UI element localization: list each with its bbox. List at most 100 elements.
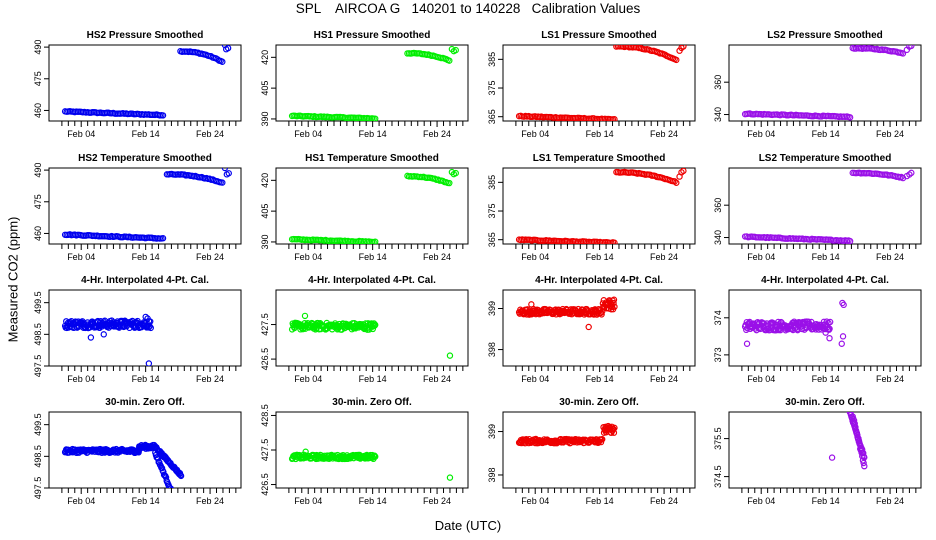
plot-frame xyxy=(728,411,922,489)
x-tick-label: Feb 04 xyxy=(67,496,95,506)
y-tick-label: 490 xyxy=(33,40,43,55)
panel: LS2 Temperature Smoothed Feb 04 Feb 14 Feb … xyxy=(713,153,922,262)
y-tick-label: 460 xyxy=(33,103,43,118)
data-series xyxy=(288,312,454,359)
plot-frame xyxy=(275,411,469,489)
y-tick-label: 399 xyxy=(487,424,497,439)
y-tick-label: 497.5 xyxy=(33,477,43,500)
data-series xyxy=(515,422,618,447)
figure-x-axis-label: Date (UTC) xyxy=(434,518,502,533)
data-point xyxy=(673,56,680,64)
panel-title: 30-min. Zero Off. xyxy=(105,397,185,408)
data-series xyxy=(288,168,459,244)
panel: LS1 Pressure Smoothed Feb 04 Feb 14 Feb 24 3… xyxy=(487,30,696,139)
data-point xyxy=(221,168,229,172)
panel: 4-Hr. Interpolated 4-Pt. Cal. Feb 04 Feb 1… xyxy=(260,275,469,384)
panel-title: HS1 Temperature Smoothed xyxy=(305,153,439,164)
plot-frame xyxy=(502,411,696,489)
x-tick-label: Feb 14 xyxy=(586,496,614,506)
data-point xyxy=(599,436,606,443)
x-tick-label: Feb 04 xyxy=(67,252,95,262)
data-series xyxy=(288,448,454,481)
data-point xyxy=(372,321,379,329)
data-series xyxy=(61,168,232,242)
panel-title: LS1 Pressure Smoothed xyxy=(541,30,657,41)
data-point xyxy=(219,179,226,186)
plot-frame xyxy=(48,411,242,489)
x-tick-label: Feb 14 xyxy=(132,496,160,506)
x-tick-label: Feb 24 xyxy=(196,496,224,506)
data-point xyxy=(899,50,907,57)
y-tick-label: 385 xyxy=(487,52,497,67)
y-tick-label: 405 xyxy=(260,81,270,96)
x-tick-label: Feb 04 xyxy=(747,496,775,506)
plot-frame xyxy=(275,289,469,367)
x-tick-label: Feb 24 xyxy=(650,252,678,262)
panel-title: HS2 Temperature Smoothed xyxy=(78,153,212,164)
data-point xyxy=(826,325,833,332)
x-tick-label: Feb 24 xyxy=(650,129,678,139)
data-point xyxy=(673,179,680,186)
data-point xyxy=(154,455,162,462)
y-tick-label: 427.5 xyxy=(260,313,270,336)
data-point xyxy=(147,324,154,332)
y-tick-label: 475 xyxy=(33,194,43,209)
panel: HS2 Pressure Smoothed Feb 04 Feb 14 Feb 24 4… xyxy=(33,30,242,139)
x-tick-label: Feb 14 xyxy=(586,252,614,262)
figure-title: SPL AIRCOA G 140201 to 140228 Calibratio… xyxy=(295,1,641,16)
data-point xyxy=(908,169,915,177)
data-point xyxy=(611,424,618,432)
data-point xyxy=(446,474,454,481)
panel: 4-Hr. Interpolated 4-Pt. Cal. Feb 04 Feb 1… xyxy=(33,275,242,384)
x-tick-label: Feb 04 xyxy=(747,252,775,262)
data-point xyxy=(214,56,221,63)
data-point xyxy=(302,448,309,455)
data-point xyxy=(611,116,618,121)
data-point xyxy=(846,114,854,121)
data-point xyxy=(906,45,913,50)
plot-frame xyxy=(48,289,242,367)
x-tick-label: Feb 04 xyxy=(294,496,322,506)
y-tick-label: 490 xyxy=(33,163,43,178)
panel: 30-min. Zero Off. Feb 04 Feb 14 Feb 24 497.5… xyxy=(33,397,242,506)
x-tick-label: Feb 24 xyxy=(876,252,904,262)
x-tick-label: Feb 24 xyxy=(423,252,451,262)
data-series xyxy=(515,168,687,244)
data-point xyxy=(452,169,459,177)
data-point xyxy=(610,299,617,307)
y-tick-label: 375 xyxy=(487,81,497,96)
x-tick-label: Feb 04 xyxy=(67,374,95,384)
data-point xyxy=(446,352,454,359)
panel-title: LS1 Temperature Smoothed xyxy=(533,153,666,164)
data-point xyxy=(452,46,459,54)
y-tick-label: 420 xyxy=(260,50,270,65)
data-point xyxy=(100,331,107,338)
x-tick-label: Feb 24 xyxy=(650,374,678,384)
data-point xyxy=(224,45,232,52)
data-point xyxy=(301,312,309,320)
y-tick-label: 499.5 xyxy=(33,291,43,314)
x-tick-label: Feb 04 xyxy=(521,129,549,139)
x-tick-label: Feb 04 xyxy=(294,129,322,139)
x-tick-label: Feb 04 xyxy=(521,374,549,384)
data-point xyxy=(850,417,858,424)
data-point xyxy=(852,423,859,431)
data-point xyxy=(167,485,174,488)
y-tick-label: 340 xyxy=(713,230,723,245)
x-tick-label: Feb 04 xyxy=(747,374,775,384)
plot-frame xyxy=(48,44,242,122)
panel-title: 30-min. Zero Off. xyxy=(785,397,865,408)
panel-title: HS2 Pressure Smoothed xyxy=(87,30,204,41)
y-tick-label: 340 xyxy=(713,107,723,122)
y-tick-label: 420 xyxy=(260,173,270,188)
y-tick-label: 365 xyxy=(487,109,497,124)
data-point xyxy=(839,333,847,340)
plot-frame xyxy=(728,167,922,245)
x-tick-label: Feb 24 xyxy=(876,374,904,384)
data-point xyxy=(852,427,860,435)
data-series xyxy=(61,45,232,119)
data-point xyxy=(858,449,865,456)
data-point xyxy=(859,452,866,460)
